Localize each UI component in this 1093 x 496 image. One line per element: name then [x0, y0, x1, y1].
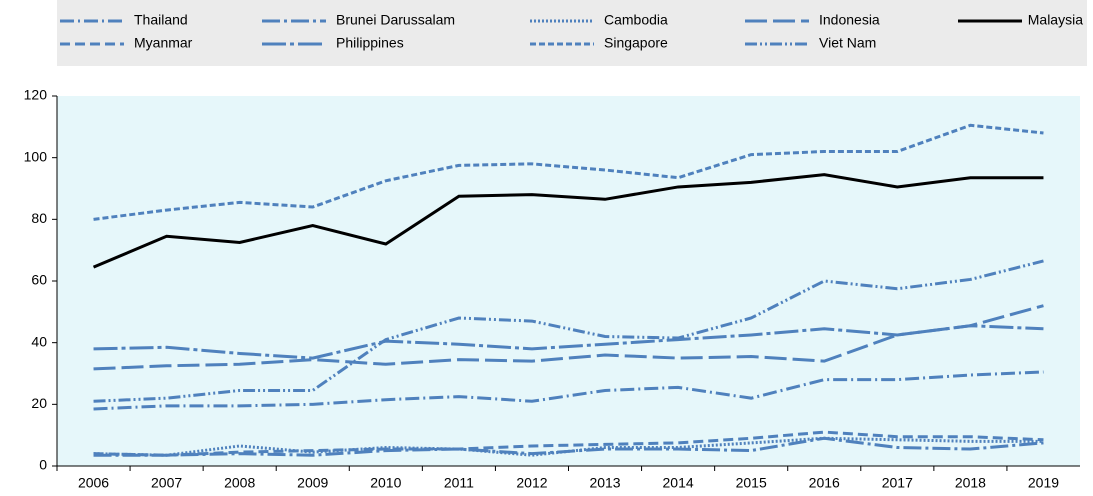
- x-tick-label: 2012: [516, 475, 547, 491]
- x-tick-label: 2009: [297, 475, 328, 491]
- x-tick-label: 2014: [663, 475, 694, 491]
- legend-label: Malaysia: [1028, 12, 1083, 28]
- series-line: [93, 123, 1044, 221]
- x-tick-label: 2010: [370, 475, 401, 491]
- y-tick-label: 40: [31, 333, 47, 349]
- legend-label: Brunei Darussalam: [336, 12, 455, 28]
- x-tick-label: 2006: [78, 475, 109, 491]
- legend-label: Myanmar: [134, 35, 193, 51]
- y-tick-label: 100: [24, 148, 48, 164]
- x-tick-label: 2016: [809, 475, 840, 491]
- legend-label: Thailand: [134, 12, 188, 28]
- legend-box: [57, 0, 1087, 66]
- series-line: [93, 370, 1044, 411]
- legend-label: Cambodia: [604, 12, 668, 28]
- legend-label: Singapore: [604, 35, 668, 51]
- x-tick-label: 2018: [955, 475, 986, 491]
- series-line: [93, 304, 1044, 371]
- series-line: [93, 324, 1044, 360]
- x-tick-label: 2015: [736, 475, 767, 491]
- y-tick-label: 0: [39, 457, 47, 473]
- y-tick-label: 20: [31, 395, 47, 411]
- y-tick-label: 60: [31, 272, 47, 288]
- x-tick-label: 2019: [1028, 475, 1059, 491]
- series-line: [93, 259, 1044, 403]
- legend-label: Indonesia: [819, 12, 880, 28]
- series-line: [93, 436, 1044, 457]
- series-line: [93, 430, 1044, 457]
- legend-label: Philippines: [336, 35, 404, 51]
- series-line: [92, 173, 1044, 269]
- x-tick-label: 2008: [224, 475, 255, 491]
- x-tick-label: 2011: [444, 475, 474, 491]
- y-tick-label: 80: [31, 210, 47, 226]
- x-tick-label: 2017: [882, 475, 913, 491]
- plot-area: [57, 96, 1080, 466]
- legend-label: Viet Nam: [819, 35, 876, 51]
- x-tick-label: 2007: [151, 475, 182, 491]
- y-tick-label: 120: [24, 87, 48, 103]
- x-tick-label: 2013: [589, 475, 620, 491]
